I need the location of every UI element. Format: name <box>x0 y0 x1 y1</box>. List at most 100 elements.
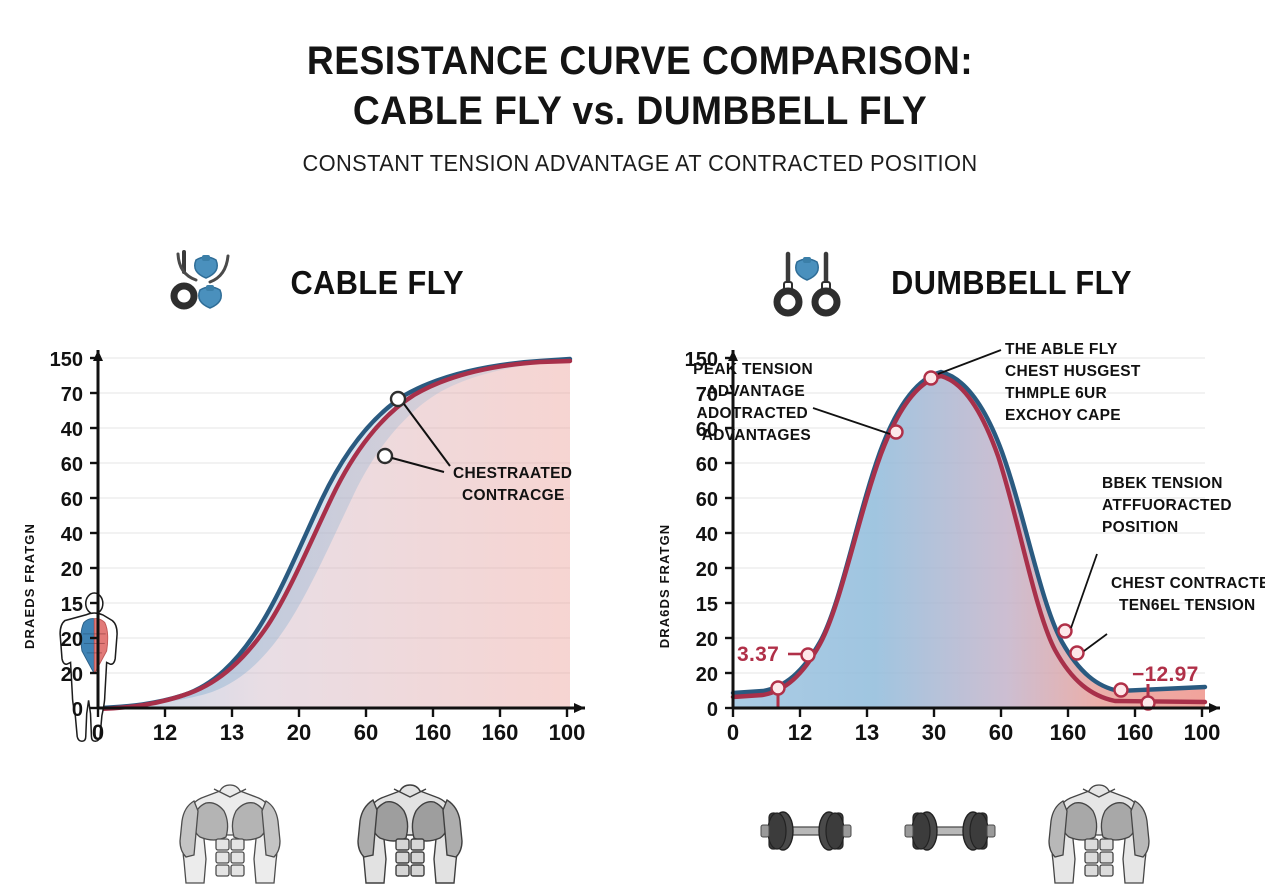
chart-marker-left-upper <box>389 390 407 408</box>
annotation-peak-tension: PEAK TENSION ADVANTAGE ADOTRACTED ADVANT… <box>693 361 813 444</box>
page-title-line-1: RESISTANCE CURVE COMPARISON: <box>306 39 974 83</box>
y-tick-label: 20 <box>61 559 83 581</box>
chart-y-ticks-left <box>90 356 98 710</box>
chart-dumbbell-fly: PEAK TENSION ADVANTAGE ADOTRACTED ADVANT… <box>645 336 1265 776</box>
x-tick-label: 0 <box>92 720 104 745</box>
x-tick-label: 13 <box>855 720 879 745</box>
y-tick-label: 150 <box>685 349 718 371</box>
annotation-line-1: PEAK TENSION <box>693 361 813 378</box>
y-tick-label: 15 <box>696 594 718 616</box>
y-tick-label: 40 <box>61 419 83 441</box>
chart-marker-start <box>770 680 786 696</box>
annotation-line-4: EXCHOY CAPE <box>1005 407 1121 424</box>
chart-value-label-left: 3.37 <box>737 643 801 666</box>
chest-anatomy-icon <box>1039 781 1159 886</box>
chart-x-ticks-right <box>731 708 1204 717</box>
x-tick-label: 160 <box>1050 720 1087 745</box>
x-tick-label: 100 <box>1184 720 1221 745</box>
chart-marker-value-right <box>1113 682 1129 698</box>
panel-dumbbell-fly-header: DUMBBELL FLY <box>645 238 1265 328</box>
dumbbell-icon <box>895 781 1005 886</box>
chart-marker-left-lower <box>376 447 394 465</box>
y-tick-label: 60 <box>696 454 718 476</box>
title-block: RESISTANCE CURVE COMPARISON: CABLE FLY v… <box>0 36 1280 177</box>
dumbbell-icon <box>751 781 861 886</box>
y-tick-label: 40 <box>696 524 718 546</box>
chart-markers-right <box>770 370 1156 711</box>
chart-value-label-right: −12.97 <box>1132 663 1199 686</box>
chart-y-arrow-right <box>728 350 738 361</box>
value-label-text: −12.97 <box>1132 663 1199 686</box>
annotation-chest-contracted-tension: CHEST CONTRACTED TEN6EL TENSION <box>1111 575 1265 614</box>
annotation-line-2: ADVANTAGE <box>706 383 805 400</box>
y-tick-label: 60 <box>696 419 718 441</box>
chart-leader-lines-left <box>391 403 451 473</box>
page-subtitle: CONSTANT TENSION ADVANTAGE AT CONTRACTED… <box>302 150 978 176</box>
annotation-line-1: BBEK TENSION <box>1102 475 1223 492</box>
x-tick-label: 20 <box>287 720 311 745</box>
x-tick-label: 30 <box>922 720 946 745</box>
y-tick-label: 60 <box>696 489 718 511</box>
chart-x-ticks-left <box>96 708 569 717</box>
y-tick-label: 20 <box>696 559 718 581</box>
dumbbell-ring-icon <box>773 251 841 317</box>
y-tick-label: 0 <box>707 699 718 721</box>
chart-marker-tension-position <box>1057 623 1073 639</box>
y-tick-label: 20 <box>696 664 718 686</box>
panel-cable-fly-footer <box>10 778 630 888</box>
annotation-peak-tension-position: BBEK TENSION ATFFUORACTED POSITION <box>1102 475 1232 536</box>
x-tick-label: 0 <box>727 720 739 745</box>
y-tick-label: 20 <box>696 629 718 651</box>
panel-cable-fly: CABLE FLY <box>10 238 630 888</box>
annotation-cable-fly-chest: THE ABLE FLY CHEST HUSGEST THMPLE 6UR EX… <box>1005 341 1141 424</box>
chart-marker-chest-contracted <box>1069 645 1085 661</box>
chart-y-arrow-left <box>93 350 103 361</box>
x-tick-label: 60 <box>354 720 378 745</box>
y-tick-label: 70 <box>696 384 718 406</box>
annotation-line-1: THE ABLE FLY <box>1005 341 1118 358</box>
chart-y-ticklabels-right: 150 70 60 60 60 40 20 15 20 20 0 <box>685 349 718 721</box>
annotation-chest-contracted: CHESTRAATED CONTRACGE <box>453 465 572 504</box>
panel-dumbbell-fly-footer <box>645 778 1265 888</box>
value-label-text: 3.37 <box>737 643 779 666</box>
y-tick-label: 40 <box>61 524 83 546</box>
y-tick-label: 70 <box>61 384 83 406</box>
annotation-line-1: CHESTRAATED <box>453 465 572 482</box>
annotation-line-3: POSITION <box>1102 519 1178 536</box>
x-tick-label: 100 <box>549 720 586 745</box>
annotation-line-2: ATFFUORACTED <box>1102 497 1232 514</box>
y-tick-label: 60 <box>61 454 83 476</box>
chart-band-left <box>98 359 570 708</box>
panel-dumbbell-fly-title: DUMBBELL FLY <box>891 264 1133 301</box>
cable-pulley-icon <box>170 250 230 310</box>
annotation-line-2: CHEST HUSGEST <box>1005 363 1141 380</box>
x-tick-label: 12 <box>153 720 177 745</box>
annotation-line-4: ADVANTAGES <box>702 427 811 444</box>
panel-cable-fly-header: CABLE FLY <box>10 238 630 328</box>
page-title-line-2: CABLE FLY vs. DUMBBELL FLY <box>352 89 928 133</box>
chart-x-ticklabels-left: 0 12 13 20 60 160 160 100 <box>92 720 585 745</box>
chart-y-axis-title-right: DRA6DS FRATGN <box>657 524 672 649</box>
y-tick-label: 150 <box>50 349 83 371</box>
panel-cable-fly-title: CABLE FLY <box>290 264 464 301</box>
x-tick-label: 160 <box>415 720 452 745</box>
chart-line-red-left <box>95 358 573 712</box>
chart-line-red-right <box>730 373 1208 705</box>
chest-anatomy-icon <box>350 781 470 886</box>
chart-y-ticks-right <box>725 356 733 710</box>
annotation-line-1: CHEST CONTRACTED <box>1111 575 1265 592</box>
chart-marker-value-left <box>800 647 816 663</box>
x-tick-label: 160 <box>1117 720 1154 745</box>
x-tick-label: 13 <box>220 720 244 745</box>
y-tick-label: 15 <box>61 594 83 616</box>
y-tick-label: 20 <box>61 629 83 651</box>
panel-dumbbell-fly: DUMBBELL FLY <box>645 238 1265 888</box>
annotation-line-3: ADOTRACTED <box>697 405 809 422</box>
chart-y-ticklabels-left: 150 70 40 60 60 40 20 15 20 20 0 <box>50 349 83 721</box>
chart-x-arrow-left <box>574 703 585 713</box>
chart-x-ticklabels-right: 0 12 13 30 60 160 160 100 <box>727 720 1220 745</box>
chart-marker-peak <box>923 370 939 386</box>
chart-area-fill-right <box>733 374 1205 708</box>
chart-marker-peak-tension <box>888 424 904 440</box>
